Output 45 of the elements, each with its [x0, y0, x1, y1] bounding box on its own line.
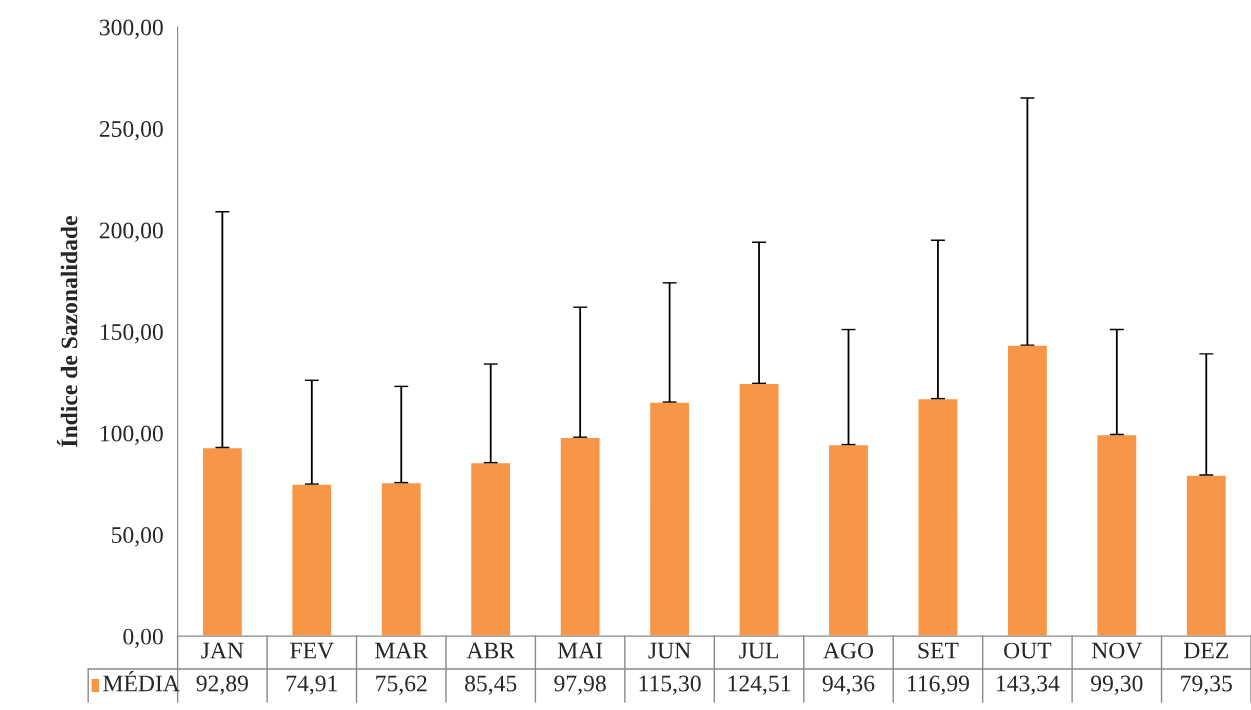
data-label: 115,30	[639, 675, 701, 695]
bar	[648, 401, 691, 637]
data-label: 92,89	[196, 675, 248, 695]
x-tick-label: MAR	[375, 642, 429, 659]
data-label: 99,30	[1091, 675, 1143, 695]
data-label: 75,62	[376, 675, 427, 695]
y-tick-label: 250,00	[99, 121, 163, 141]
data-label: 85,45	[465, 675, 517, 695]
bar	[201, 446, 244, 637]
y-tick-label: 100,00	[100, 425, 163, 445]
x-tick-label: ABR	[466, 642, 515, 659]
bar	[738, 382, 780, 637]
bar	[1185, 474, 1228, 637]
y-axis-title: Índice de Sazonalidade	[56, 216, 78, 447]
bar	[290, 483, 333, 637]
x-tick-label: OUT	[1004, 642, 1052, 659]
y-tick-label: 300,00	[99, 19, 163, 39]
y-tick-label: 200,00	[99, 222, 163, 242]
x-tick-label: DEZ	[1184, 642, 1228, 659]
data-label: 74,91	[286, 675, 337, 695]
data-label: 116,99	[907, 675, 969, 695]
x-tick-label: AGO	[823, 642, 874, 659]
x-tick-label: JAN	[201, 642, 244, 659]
y-tick-label: 150,00	[100, 324, 163, 344]
bar	[1006, 344, 1049, 637]
data-label: 143,34	[997, 675, 1060, 695]
data-label: 79,35	[1181, 675, 1232, 695]
x-tick-label: FEV	[290, 642, 334, 659]
x-tick-label: MAI	[557, 642, 603, 659]
bar	[827, 443, 870, 637]
bar	[1096, 433, 1138, 637]
x-tick-label: SET	[918, 642, 959, 659]
y-tick-label: 0,00	[123, 628, 163, 648]
x-tick-label: JUN	[648, 642, 691, 659]
data-label: 94,36	[822, 675, 875, 695]
data-label: 97,98	[554, 675, 606, 695]
bar	[469, 461, 512, 637]
bar	[559, 436, 601, 637]
x-tick-label: NOV	[1091, 642, 1143, 659]
y-tick-label: 50,00	[112, 527, 163, 547]
legend-label: MÉDIA	[103, 670, 180, 692]
bar	[917, 397, 959, 637]
bar	[380, 481, 423, 637]
x-tick-label: JUL	[739, 642, 778, 659]
data-label: 124,51	[728, 675, 791, 695]
